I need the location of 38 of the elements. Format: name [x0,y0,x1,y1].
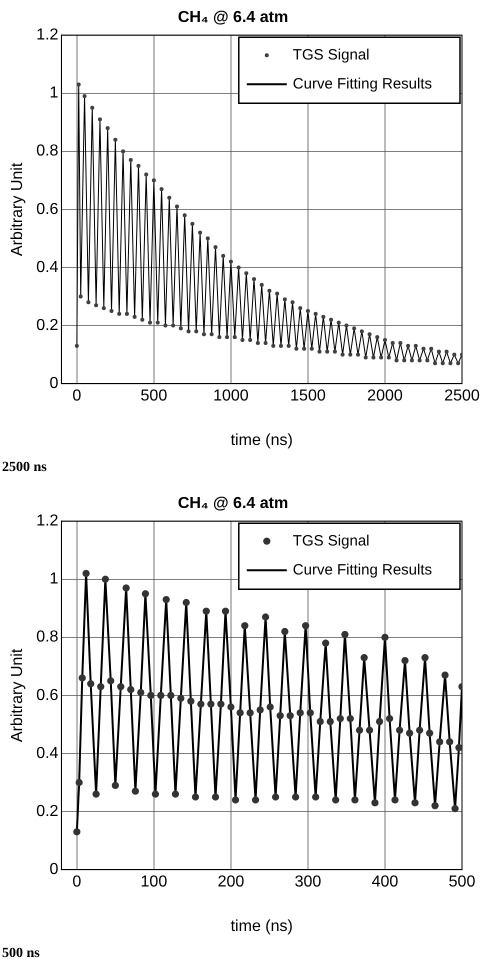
text: 2500 ns [2,460,48,477]
y-tick-label: 1.2 [36,26,59,44]
x-axis-title: time (ns) [230,432,293,449]
y-tick-label: 1.2 [36,512,59,530]
x-tick-label: 400 [372,874,398,891]
x-tick-label: 0 [72,388,82,405]
y-tick-label: 0.4 [36,258,59,276]
text: 500 ns [2,946,41,963]
x-tick-label: 0 [72,874,82,891]
y-tick-label: 1 [50,84,59,102]
y-axis-title: Arbitrary Unit [9,162,26,256]
x-tick-label: 300 [294,874,322,891]
chart-title: CH₄ @ 6.4 atm [178,9,288,26]
y-tick-label: 0.8 [36,142,59,160]
x-axis-title: time (ns) [230,918,293,935]
chart-title: CH₄ @ 6.4 atm [178,495,288,512]
legend-label: TGS Signal [292,532,370,550]
y-tick-label: 0.2 [36,802,59,820]
x-tick-label: 500 [448,874,476,891]
y-tick-label: 0.4 [36,744,59,762]
y-tick-label: 0 [50,375,59,392]
x-tick-label: 100 [140,874,168,891]
legend-label: Curve Fitting Results [292,561,432,578]
y-tick-label: 1 [50,570,59,588]
y-tick-label: 0.6 [36,200,59,218]
x-tick-label: 1000 [213,388,249,405]
legend-label: Curve Fitting Results [292,75,432,92]
x-tick-label: 200 [218,874,244,891]
x-tick-label: 2000 [367,388,403,405]
y-tick-label: 0.2 [36,316,59,334]
y-axis-title: Arbitrary Unit [9,648,26,742]
x-tick-label: 2500 [444,388,480,405]
y-tick-label: 0.8 [36,628,59,646]
y-tick-label: 0 [50,861,59,878]
legend-label: TGS Signal [292,46,370,64]
x-tick-label: 1500 [290,388,326,405]
y-tick-label: 0.6 [36,686,59,704]
x-tick-label: 500 [140,388,168,405]
